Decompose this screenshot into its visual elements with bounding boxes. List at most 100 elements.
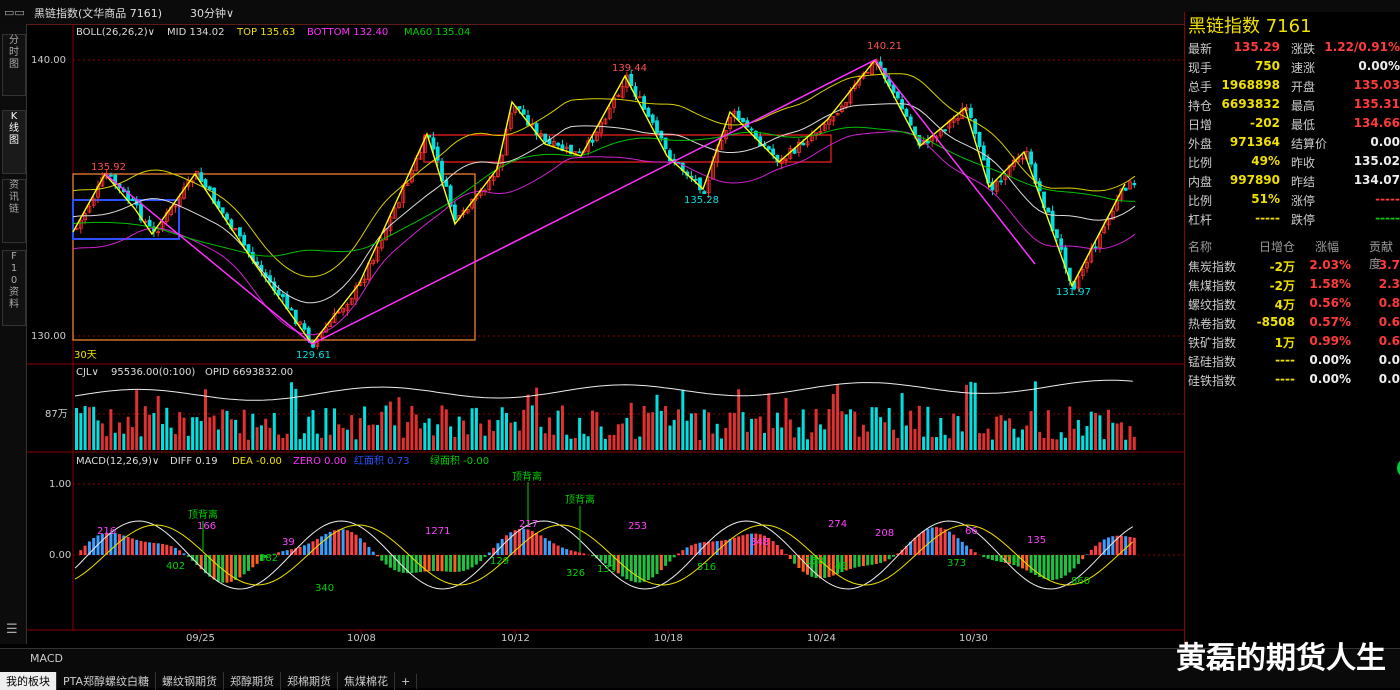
macd-bar: [466, 555, 469, 570]
indicator-label[interactable]: MACD: [30, 652, 63, 665]
trend-zigzag-yellow[interactable]: [73, 60, 1125, 344]
component-row[interactable]: 硅铁指数----0.00%0.0: [1185, 372, 1400, 391]
volume-bar: [922, 437, 925, 450]
volume-bar: [862, 425, 865, 450]
tab-sector[interactable]: 郑棉期货: [281, 672, 338, 690]
macd-bar: [527, 529, 530, 555]
tab-news[interactable]: 资讯链: [2, 179, 26, 243]
legend-macd[interactable]: MACD(12,26,9)∨: [76, 456, 159, 467]
macd-bar: [582, 553, 585, 555]
component-inc: ----: [1275, 372, 1295, 386]
macd-bar: [234, 555, 237, 580]
volume-bar: [367, 425, 370, 450]
tab-my-sector[interactable]: 我的板块: [0, 672, 57, 690]
macd-green-value: 43: [835, 561, 848, 572]
macd-bar: [681, 550, 684, 555]
volume-bar: [178, 412, 181, 450]
period-selector[interactable]: 30分钟∨: [190, 5, 234, 21]
macd-bar: [251, 555, 254, 567]
volume-bar: [1064, 438, 1067, 450]
volume-bar: [1081, 436, 1084, 450]
candle-body: [544, 134, 547, 141]
volume-bar: [217, 429, 220, 450]
window-menu-icon[interactable]: ▭▭: [4, 6, 25, 19]
quote-value: 135.02: [1354, 154, 1400, 168]
volume-bar: [926, 407, 929, 450]
volume-bars: [75, 381, 1136, 450]
volume-bar: [1120, 422, 1123, 450]
y-tick: 87万: [45, 409, 68, 420]
tab-sector[interactable]: 郑醇期货: [224, 672, 281, 690]
macd-bar: [939, 528, 942, 555]
legend-dea: DEA -0.00: [232, 456, 282, 467]
component-row[interactable]: 锰硅指数----0.00%0.0: [1185, 353, 1400, 372]
volume-bar: [208, 417, 211, 450]
macd-bar: [711, 541, 714, 555]
macd-bar: [982, 555, 985, 557]
candle-body: [905, 109, 908, 116]
volume-bar: [105, 436, 108, 450]
volume-bar: [707, 412, 710, 450]
volume-bar: [1060, 432, 1063, 450]
divergence-label: 顶背离: [565, 493, 595, 506]
macd-red-value: 208: [875, 528, 894, 539]
trend-lines-magenta[interactable]: [105, 60, 1035, 344]
macd-bar: [630, 555, 633, 581]
volume-bar: [746, 432, 749, 450]
component-ctb: 0.0: [1379, 372, 1400, 386]
macd-bar: [140, 541, 143, 555]
volume-bar: [613, 435, 616, 450]
volume-bar: [823, 429, 826, 450]
volume-bar: [393, 425, 396, 450]
macd-bar: [866, 555, 869, 565]
macd-bar: [92, 538, 95, 555]
tab-sector[interactable]: 焦煤棉花: [338, 672, 395, 690]
tab-timeshare[interactable]: 分时图: [2, 34, 26, 96]
window-title: 黑链指数(文华商品 7161): [34, 5, 162, 21]
legend-boll[interactable]: BOLL(26,26,2)∨: [76, 27, 155, 38]
volume-bar: [703, 410, 706, 450]
quote-label: 开盘: [1291, 78, 1315, 95]
chart-area[interactable]: BOLL(26,26,2)∨ MID 134.02 TOP 135.63 BOT…: [27, 24, 1184, 644]
volume-bar: [982, 433, 985, 450]
quote-value: 0.00%: [1358, 59, 1400, 73]
macd-bar: [286, 550, 289, 555]
legend-cjl[interactable]: CJL∨: [76, 367, 99, 378]
volume-bar: [1086, 426, 1089, 450]
volume-bar: [948, 438, 951, 450]
macd-bar: [135, 540, 138, 555]
macd-bar: [591, 555, 594, 556]
volume-bar: [733, 413, 736, 450]
volume-bar: [604, 439, 607, 450]
macd-bar: [948, 532, 951, 555]
instrument-title: 黑链指数 7161: [1188, 12, 1312, 38]
macd-bar: [604, 555, 607, 564]
component-chg: 2.03%: [1309, 258, 1351, 272]
volume-bar: [871, 407, 874, 450]
volume-bar: [299, 439, 302, 450]
volume-bar: [1098, 415, 1101, 450]
volume-bar: [548, 417, 551, 450]
y-tick: 140.00: [31, 55, 66, 66]
macd-green-value: 326: [566, 568, 585, 579]
volume-bar: [845, 414, 848, 450]
macd-bar: [441, 555, 444, 571]
volume-bar: [174, 434, 177, 450]
tab-sector[interactable]: PTA郑醇螺纹白糖: [57, 672, 156, 690]
list-icon[interactable]: ☰: [6, 622, 18, 637]
volume-bar: [888, 408, 891, 450]
volume-bar: [316, 434, 319, 450]
volume-bar: [785, 398, 788, 450]
macd-bar: [737, 536, 740, 555]
macd-green-value: 158: [805, 556, 824, 567]
candle-body: [281, 295, 284, 297]
tab-sector[interactable]: 螺纹钢期货: [156, 672, 224, 690]
macd-bar: [1047, 555, 1050, 580]
